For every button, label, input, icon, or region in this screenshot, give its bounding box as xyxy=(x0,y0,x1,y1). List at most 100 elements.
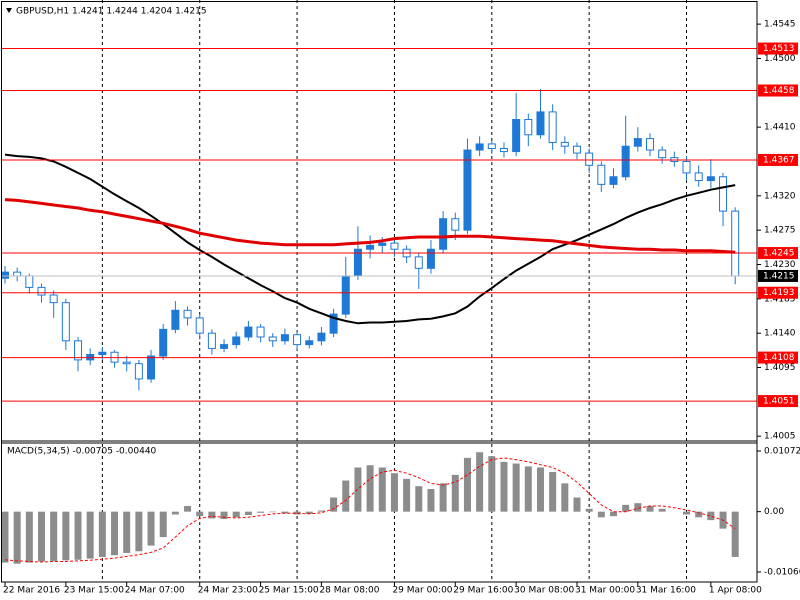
candle-body xyxy=(37,286,46,296)
level-box xyxy=(758,84,798,97)
candle-body xyxy=(512,119,521,153)
candle-body xyxy=(207,332,216,349)
macd-bar xyxy=(451,474,459,512)
macd-bar xyxy=(366,465,374,512)
level-label: 1.4367 xyxy=(763,155,795,165)
candle-body xyxy=(232,336,241,346)
macd-bar xyxy=(731,511,739,557)
candle-body xyxy=(475,143,484,151)
macd-bar xyxy=(573,497,581,512)
x-tick-label: 31 Mar 16:00 xyxy=(636,586,696,596)
candle-body xyxy=(731,210,740,277)
candle-body xyxy=(451,218,460,231)
level-label: 1.4108 xyxy=(763,353,795,363)
candle-body xyxy=(719,176,728,212)
candle-body xyxy=(499,148,508,153)
macd-bar xyxy=(111,511,119,556)
macd-bar xyxy=(208,511,216,519)
candle-body xyxy=(646,138,655,151)
last-price-box xyxy=(758,269,798,282)
candle-body xyxy=(159,328,168,357)
macd-bar xyxy=(610,511,617,517)
menu-arrow[interactable] xyxy=(6,8,12,13)
candle-body xyxy=(329,313,338,334)
x-tick-label: 23 Mar 15:00 xyxy=(64,586,124,596)
candle-body xyxy=(147,355,156,380)
candle-body xyxy=(305,340,314,346)
moving-average xyxy=(4,198,736,254)
macd-bar xyxy=(463,457,471,512)
candle-body xyxy=(609,176,618,185)
macd-bar xyxy=(524,466,532,512)
candle-body xyxy=(426,248,435,269)
macd-bar xyxy=(159,511,167,538)
level-label: 1.4458 xyxy=(763,86,795,96)
signal-line xyxy=(4,457,736,563)
candle-body xyxy=(682,160,691,174)
level-label: 1.4245 xyxy=(763,249,795,259)
macd-bar xyxy=(74,511,82,560)
candle-body xyxy=(317,332,326,342)
macd-bar xyxy=(281,511,289,514)
candle-body xyxy=(536,111,545,136)
candle-body xyxy=(706,176,715,182)
candle-body xyxy=(122,361,131,365)
level-box xyxy=(758,395,798,408)
candle-body xyxy=(597,164,606,185)
candle-body xyxy=(171,309,180,330)
macd-bar xyxy=(293,511,301,515)
candle-body xyxy=(439,218,448,250)
candle-body xyxy=(280,334,289,342)
y-tick-label: -0.01066 xyxy=(764,567,800,577)
candle-body xyxy=(414,256,423,269)
candle-body xyxy=(1,271,9,279)
x-tick-label: 24 Mar 07:00 xyxy=(125,586,185,596)
macd-bar xyxy=(232,511,240,518)
macd-bar xyxy=(439,483,447,512)
moving-average xyxy=(4,153,736,325)
macd-bar xyxy=(98,511,106,557)
macd-bar xyxy=(634,503,642,512)
x-tick-label: 29 Mar 16:00 xyxy=(453,586,513,596)
macd-bar xyxy=(476,452,484,512)
candle-body xyxy=(560,141,569,147)
macd-bar xyxy=(695,511,703,518)
macd-bar xyxy=(25,511,33,563)
candle-body xyxy=(74,340,83,361)
level-box xyxy=(758,153,798,166)
macd-bar xyxy=(658,508,666,512)
candle-body xyxy=(183,309,192,319)
candle-body xyxy=(13,271,22,277)
y-tick-label: 1.4095 xyxy=(764,363,796,373)
chart-title: GBPUSD,H1 1.4241 1.4244 1.4204 1.4215 xyxy=(16,7,207,17)
macd-bar xyxy=(220,511,228,520)
frame xyxy=(1,1,758,583)
y-tick-label: 1.4005 xyxy=(764,432,796,442)
macd-bar xyxy=(622,504,630,512)
candle-body xyxy=(220,344,229,349)
macd-bar xyxy=(38,511,46,562)
macd-bar xyxy=(342,480,350,512)
candle-body xyxy=(366,244,375,250)
macd-bar xyxy=(196,511,204,517)
level-label: 1.4193 xyxy=(763,288,795,298)
y-tick-label: 1.4320 xyxy=(764,191,796,201)
macd-bar xyxy=(257,511,265,513)
macd-title: MACD(5,34,5) -0.00705 -0.00440 xyxy=(7,447,157,457)
x-tick-label: 28 Mar 08:00 xyxy=(319,586,379,596)
candle-body xyxy=(463,149,472,231)
macd-bar xyxy=(50,511,58,561)
candle-body xyxy=(98,351,107,356)
macd-bar xyxy=(403,478,411,512)
y-tick-label: 0.01072 xyxy=(764,446,800,456)
candle-body xyxy=(244,326,253,338)
candle-body xyxy=(25,275,34,288)
x-tick-label: 24 Mar 23:00 xyxy=(198,586,258,596)
macd-bar xyxy=(1,511,9,563)
level-box xyxy=(758,351,798,364)
macd-bar xyxy=(597,511,605,518)
macd-bar xyxy=(561,483,569,512)
macd-bar xyxy=(123,511,131,553)
candle-body xyxy=(49,294,58,304)
